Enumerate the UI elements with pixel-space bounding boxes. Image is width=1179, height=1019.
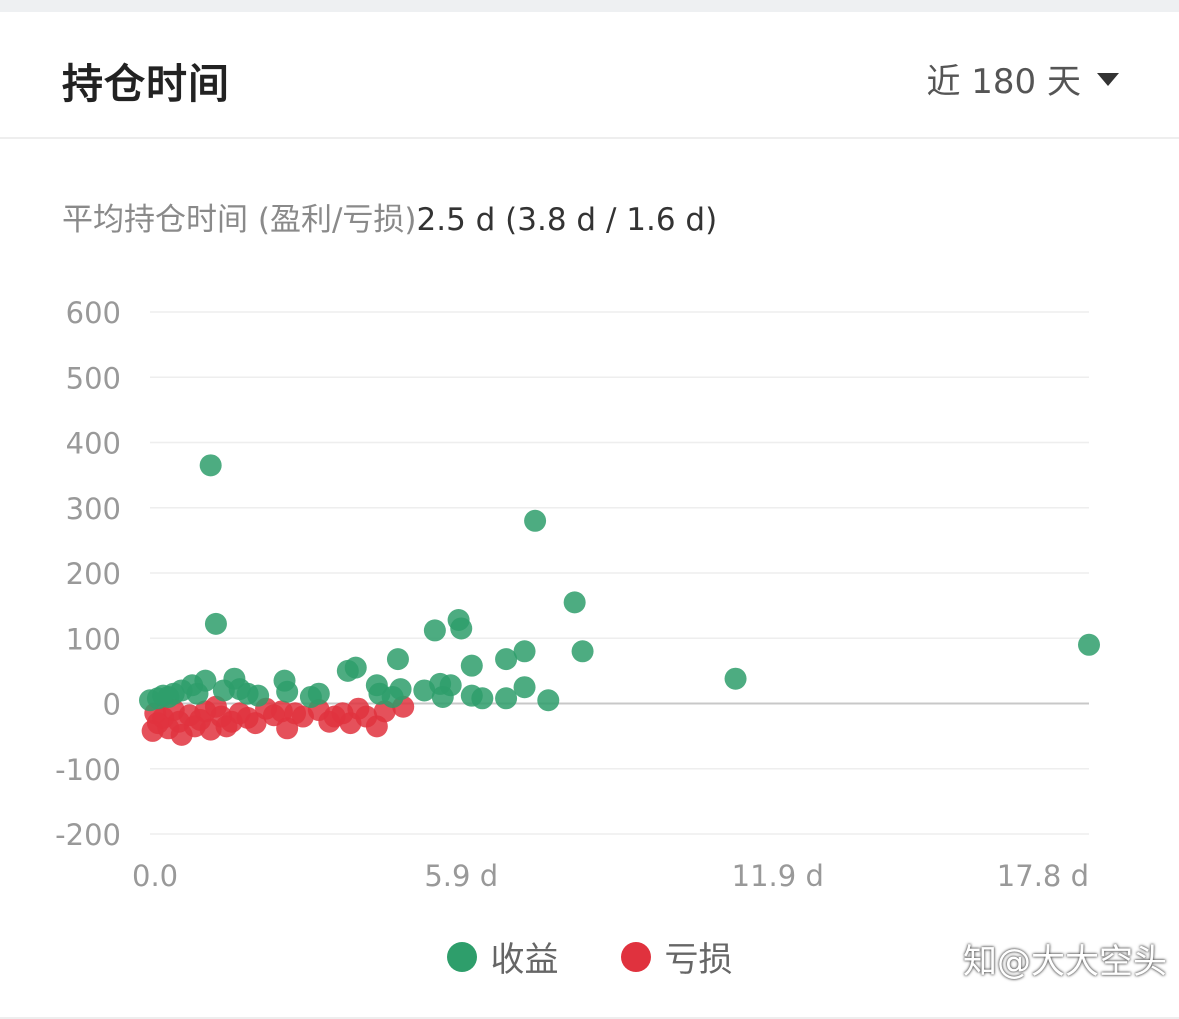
caret-down-icon (1097, 73, 1119, 86)
y-tick-label: 200 (66, 557, 121, 591)
y-tick-label: 0 (103, 688, 121, 722)
period-selector[interactable]: 近 180 天 (926, 54, 1119, 103)
profit-point (450, 617, 473, 640)
legend-dot-loss-icon (620, 941, 651, 972)
profit-point (495, 648, 518, 671)
legend-label-loss: 亏损 (664, 940, 733, 980)
watermark: 知@大大空头 (963, 942, 1167, 982)
profit-point (423, 619, 446, 642)
legend-item-profit[interactable]: 收益 (446, 932, 559, 981)
profit-point (199, 454, 222, 477)
average-holding-summary: 平均持仓时间 (盈利/亏损)2.5 d (3.8 d / 1.6 d) (62, 194, 717, 239)
legend-dot-profit-icon (446, 941, 477, 972)
y-tick-label: 500 (66, 361, 121, 395)
profit-point (389, 678, 412, 701)
y-tick-label: 300 (66, 492, 121, 526)
profit-point (471, 687, 494, 710)
profit-point (724, 667, 747, 690)
scatter-chart: 600 500 400 300 200 100 0 -100 -200 0.0 5.9 d 11.9 … (55, 296, 1100, 893)
top-strip (0, 0, 1179, 12)
y-tick-label: -200 (55, 818, 121, 852)
profit-point (194, 669, 217, 692)
profit-point (563, 591, 586, 614)
chart-legend: 收益 亏损 (0, 932, 1179, 981)
x-tick-label: 5.9 d (424, 859, 498, 893)
card-title: 持仓时间 (62, 60, 230, 108)
profit-point (1078, 633, 1100, 656)
summary-label: 平均持仓时间 (盈利/亏损) (62, 202, 417, 238)
profit-point (513, 676, 536, 699)
x-tick-label: 0.0 (132, 859, 178, 893)
profit-point (571, 640, 594, 663)
profit-point (204, 612, 227, 635)
y-tick-label: 400 (66, 427, 121, 461)
profit-point (460, 654, 483, 677)
holding-time-card: 持仓时间 近 180 天 平均持仓时间 (盈利/亏损)2.5 d (3.8 d … (0, 12, 1179, 1017)
profit-point (524, 509, 547, 532)
x-tick-label: 17.8 d (997, 859, 1089, 893)
period-label: 近 180 天 (926, 62, 1081, 102)
profit-point (386, 648, 409, 671)
summary-value: 2.5 d (3.8 d / 1.6 d) (416, 202, 718, 238)
profit-point (439, 674, 462, 697)
y-tick-label: -100 (55, 753, 121, 787)
profit-point (344, 656, 367, 679)
card-header: 持仓时间 近 180 天 (0, 12, 1179, 139)
y-tick-label: 600 (66, 296, 121, 330)
x-tick-label: 11.9 d (732, 859, 824, 893)
profit-point (307, 682, 330, 705)
profit-point (513, 640, 536, 663)
profit-point (247, 684, 270, 707)
y-tick-label: 100 (66, 622, 121, 656)
bottom-strip (0, 1017, 1179, 1019)
legend-item-loss[interactable]: 亏损 (620, 932, 733, 981)
profit-point (495, 687, 518, 710)
profit-point (537, 689, 560, 712)
legend-label-profit: 收益 (490, 940, 559, 980)
profit-point (276, 680, 299, 703)
